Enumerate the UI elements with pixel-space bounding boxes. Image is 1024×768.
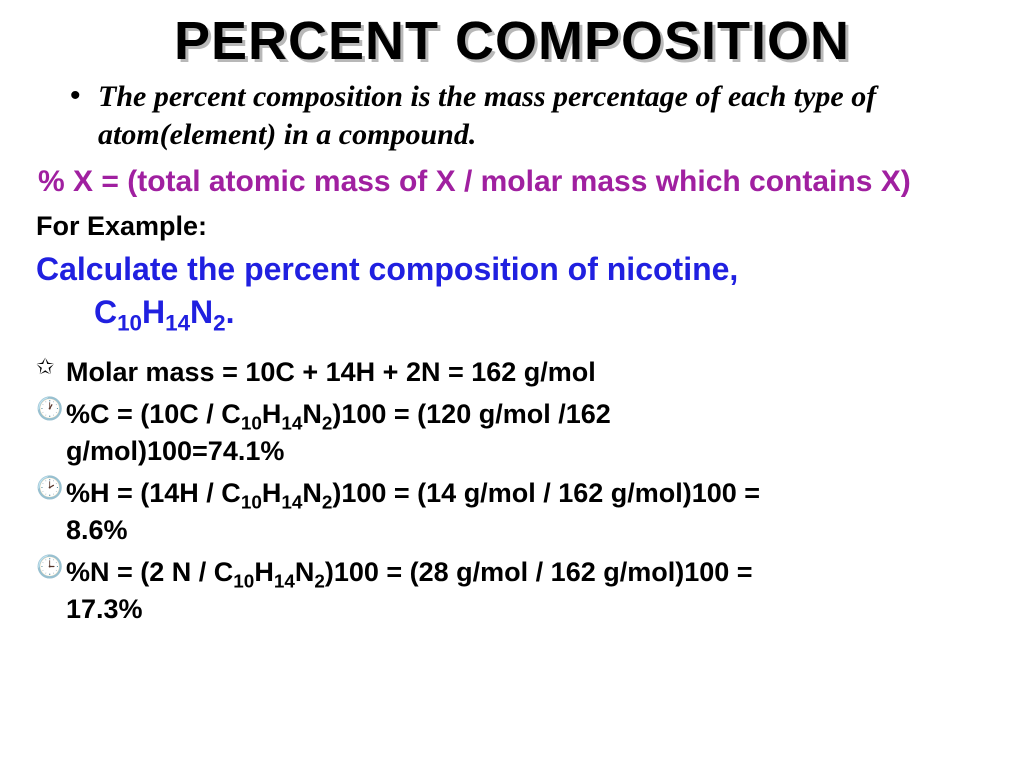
- step-n-s2: 14: [274, 571, 295, 592]
- step-h-cont: 8.6%: [66, 512, 760, 548]
- step-c-row: 🕐 %C = (10C / C10H14N2)100 = (120 g/mol …: [36, 396, 994, 469]
- problem-period: .: [226, 294, 235, 330]
- slide-title: PERCENT COMPOSITION: [30, 10, 994, 72]
- step-c-cont: g/mol)100=74.1%: [66, 433, 611, 469]
- step-molar-row: ✩ Molar mass = 10C + 14H + 2N = 162 g/mo…: [36, 354, 994, 390]
- step-n-m2: N: [295, 557, 315, 587]
- problem-line1: Calculate the percent composition of nic…: [36, 251, 738, 287]
- step-h-s1: 10: [241, 493, 262, 514]
- step-c-s1: 10: [241, 414, 262, 435]
- step-c-post1: )100 = (120 g/mol /162: [332, 399, 610, 429]
- step-c-m2: N: [302, 399, 322, 429]
- step-c-s3: 2: [322, 414, 333, 435]
- slide: PERCENT COMPOSITION • The percent compos…: [0, 0, 1024, 768]
- step-n-m1: H: [254, 557, 274, 587]
- step-c-s2: 14: [281, 414, 302, 435]
- step-c-m1: H: [262, 399, 282, 429]
- clock-icon: 🕒: [36, 554, 66, 580]
- step-c-pre: %C = (10C / C: [66, 399, 241, 429]
- definition-row: • The percent composition is the mass pe…: [70, 78, 994, 153]
- step-h-row: 🕑 %H = (14H / C10H14N2)100 = (14 g/mol /…: [36, 475, 994, 548]
- problem-sub-10: 10: [117, 310, 142, 335]
- problem-h: H: [142, 294, 165, 330]
- clock-icon: 🕐: [36, 396, 66, 422]
- step-h-s2: 14: [281, 493, 302, 514]
- step-n-s3: 2: [314, 571, 325, 592]
- step-n-row: 🕒 %N = (2 N / C10H14N2)100 = (28 g/mol /…: [36, 554, 994, 627]
- step-n-post1: )100 = (28 g/mol / 162 g/mol)100 =: [325, 557, 753, 587]
- step-n-pre: %N = (2 N / C: [66, 557, 233, 587]
- step-h-m2: N: [302, 478, 322, 508]
- step-h-text: %H = (14H / C10H14N2)100 = (14 g/mol / 1…: [66, 475, 760, 548]
- for-example-label: For Example:: [36, 211, 994, 242]
- star-icon: ✩: [36, 354, 66, 380]
- problem-formula: C10H14N2.: [94, 291, 994, 334]
- problem-sub-14: 14: [165, 310, 190, 335]
- step-n-text: %N = (2 N / C10H14N2)100 = (28 g/mol / 1…: [66, 554, 753, 627]
- step-n-s1: 10: [233, 571, 254, 592]
- bullet-dot-icon: •: [70, 78, 98, 114]
- problem-n: N: [190, 294, 213, 330]
- problem-statement: Calculate the percent composition of nic…: [36, 248, 994, 334]
- clock-icon: 🕑: [36, 475, 66, 501]
- definition-text: The percent composition is the mass perc…: [98, 78, 994, 153]
- formula-line: % X = (total atomic mass of X / molar ma…: [38, 163, 994, 201]
- problem-c: C: [94, 294, 117, 330]
- step-c-text: %C = (10C / C10H14N2)100 = (120 g/mol /1…: [66, 396, 611, 469]
- step-molar-text: Molar mass = 10C + 14H + 2N = 162 g/mol: [66, 354, 596, 390]
- problem-sub-2: 2: [213, 310, 225, 335]
- step-h-s3: 2: [322, 493, 333, 514]
- step-h-pre: %H = (14H / C: [66, 478, 241, 508]
- step-n-cont: 17.3%: [66, 591, 753, 627]
- step-h-m1: H: [262, 478, 282, 508]
- step-h-post1: )100 = (14 g/mol / 162 g/mol)100 =: [332, 478, 760, 508]
